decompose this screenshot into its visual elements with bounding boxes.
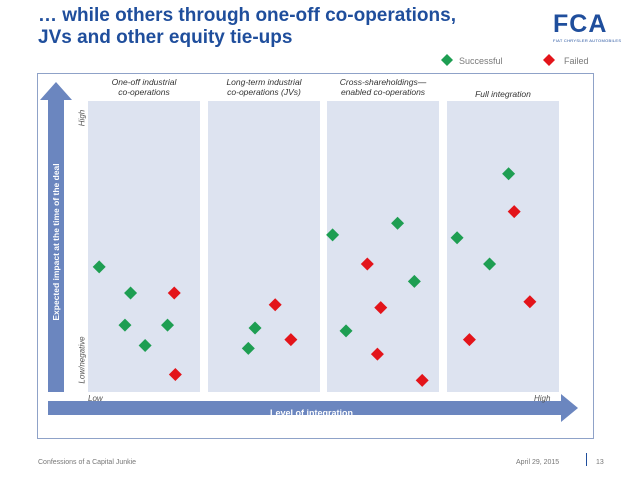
- panel-label-jvs: Long-term industrial co-operations (JVs): [208, 77, 320, 97]
- point-failed-1-2: [268, 298, 282, 312]
- point-successful-0-3: [138, 338, 152, 352]
- point-successful-2-1: [391, 216, 405, 230]
- legend-failed-icon: [543, 54, 555, 66]
- panel-label-cross: Cross-shareholdings— enabled co-operatio…: [327, 77, 439, 97]
- panel-label-cross-line2: enabled co-operations: [340, 87, 426, 97]
- point-successful-2-3: [339, 324, 353, 338]
- point-successful-0-4: [161, 318, 175, 332]
- point-failed-0-6: [168, 368, 182, 382]
- point-successful-2-0: [326, 228, 340, 242]
- title-line-2: JVs and other equity tie-ups: [38, 27, 293, 48]
- legend-successful-label: Successful: [459, 56, 503, 66]
- y-axis-label: Expected impact at the time of the deal: [51, 163, 61, 321]
- panel-label-full: Full integration: [447, 89, 559, 99]
- legend-failed-label: Failed: [564, 56, 589, 66]
- legend-successful-icon: [441, 54, 453, 66]
- panel-1: [208, 101, 320, 392]
- logo-subtext: FIAT CHRYSLER AUTOMOBILES: [553, 38, 622, 43]
- logo-text: FCA: [553, 10, 608, 38]
- y-high-label: High: [77, 109, 87, 127]
- point-successful-3-0: [450, 231, 464, 245]
- panel-2: [327, 101, 439, 392]
- x-low-label: Low: [88, 394, 103, 403]
- page-title: … while others through one-off co-operat…: [38, 5, 508, 49]
- point-successful-0-1: [124, 286, 138, 300]
- point-failed-2-6: [370, 347, 384, 361]
- footer-separator: [586, 453, 587, 466]
- point-failed-3-3: [507, 205, 521, 219]
- panel-3: [447, 101, 559, 392]
- point-failed-3-4: [523, 295, 537, 309]
- title-line-1: … while others through one-off co-operat…: [38, 5, 456, 26]
- point-successful-0-0: [92, 260, 106, 274]
- point-failed-2-7: [415, 373, 429, 387]
- point-successful-1-1: [241, 341, 255, 355]
- y-low-label: Low/negative: [77, 336, 87, 384]
- x-high-label: High: [534, 394, 551, 403]
- panel-label-cross-line1: Cross-shareholdings—: [339, 77, 427, 87]
- point-failed-2-5: [374, 301, 388, 315]
- chart-frame: [37, 73, 594, 439]
- point-successful-1-0: [248, 321, 262, 335]
- footer-date: April 29, 2015: [516, 459, 560, 466]
- panel-label-full-line1: Full integration: [475, 89, 531, 99]
- point-failed-0-5: [167, 286, 181, 300]
- y-axis-arrow: [40, 82, 72, 392]
- point-successful-3-1: [483, 257, 497, 271]
- footer-source: Confessions of a Capital Junkie: [38, 459, 137, 466]
- panel-label-one-off-line2: co-operations: [118, 87, 170, 97]
- panel-label-jvs-line1: Long-term industrial: [226, 77, 302, 87]
- point-failed-1-3: [284, 333, 298, 347]
- panel-label-one-off: One-off industrial co-operations: [88, 77, 200, 97]
- point-successful-0-2: [118, 318, 132, 332]
- panel-label-one-off-line1: One-off industrial: [111, 77, 177, 87]
- panel-label-jvs-line2: co-operations (JVs): [227, 87, 301, 97]
- point-failed-2-4: [360, 257, 374, 271]
- page-number: 13: [596, 459, 604, 466]
- x-axis-label: Level of integration: [270, 408, 354, 418]
- x-axis-arrow: [48, 394, 578, 422]
- point-successful-2-2: [407, 274, 421, 288]
- point-successful-3-2: [502, 167, 516, 181]
- point-failed-3-5: [462, 333, 476, 347]
- fca-logo: FCA FIAT CHRYSLER AUTOMOBILES: [553, 10, 622, 48]
